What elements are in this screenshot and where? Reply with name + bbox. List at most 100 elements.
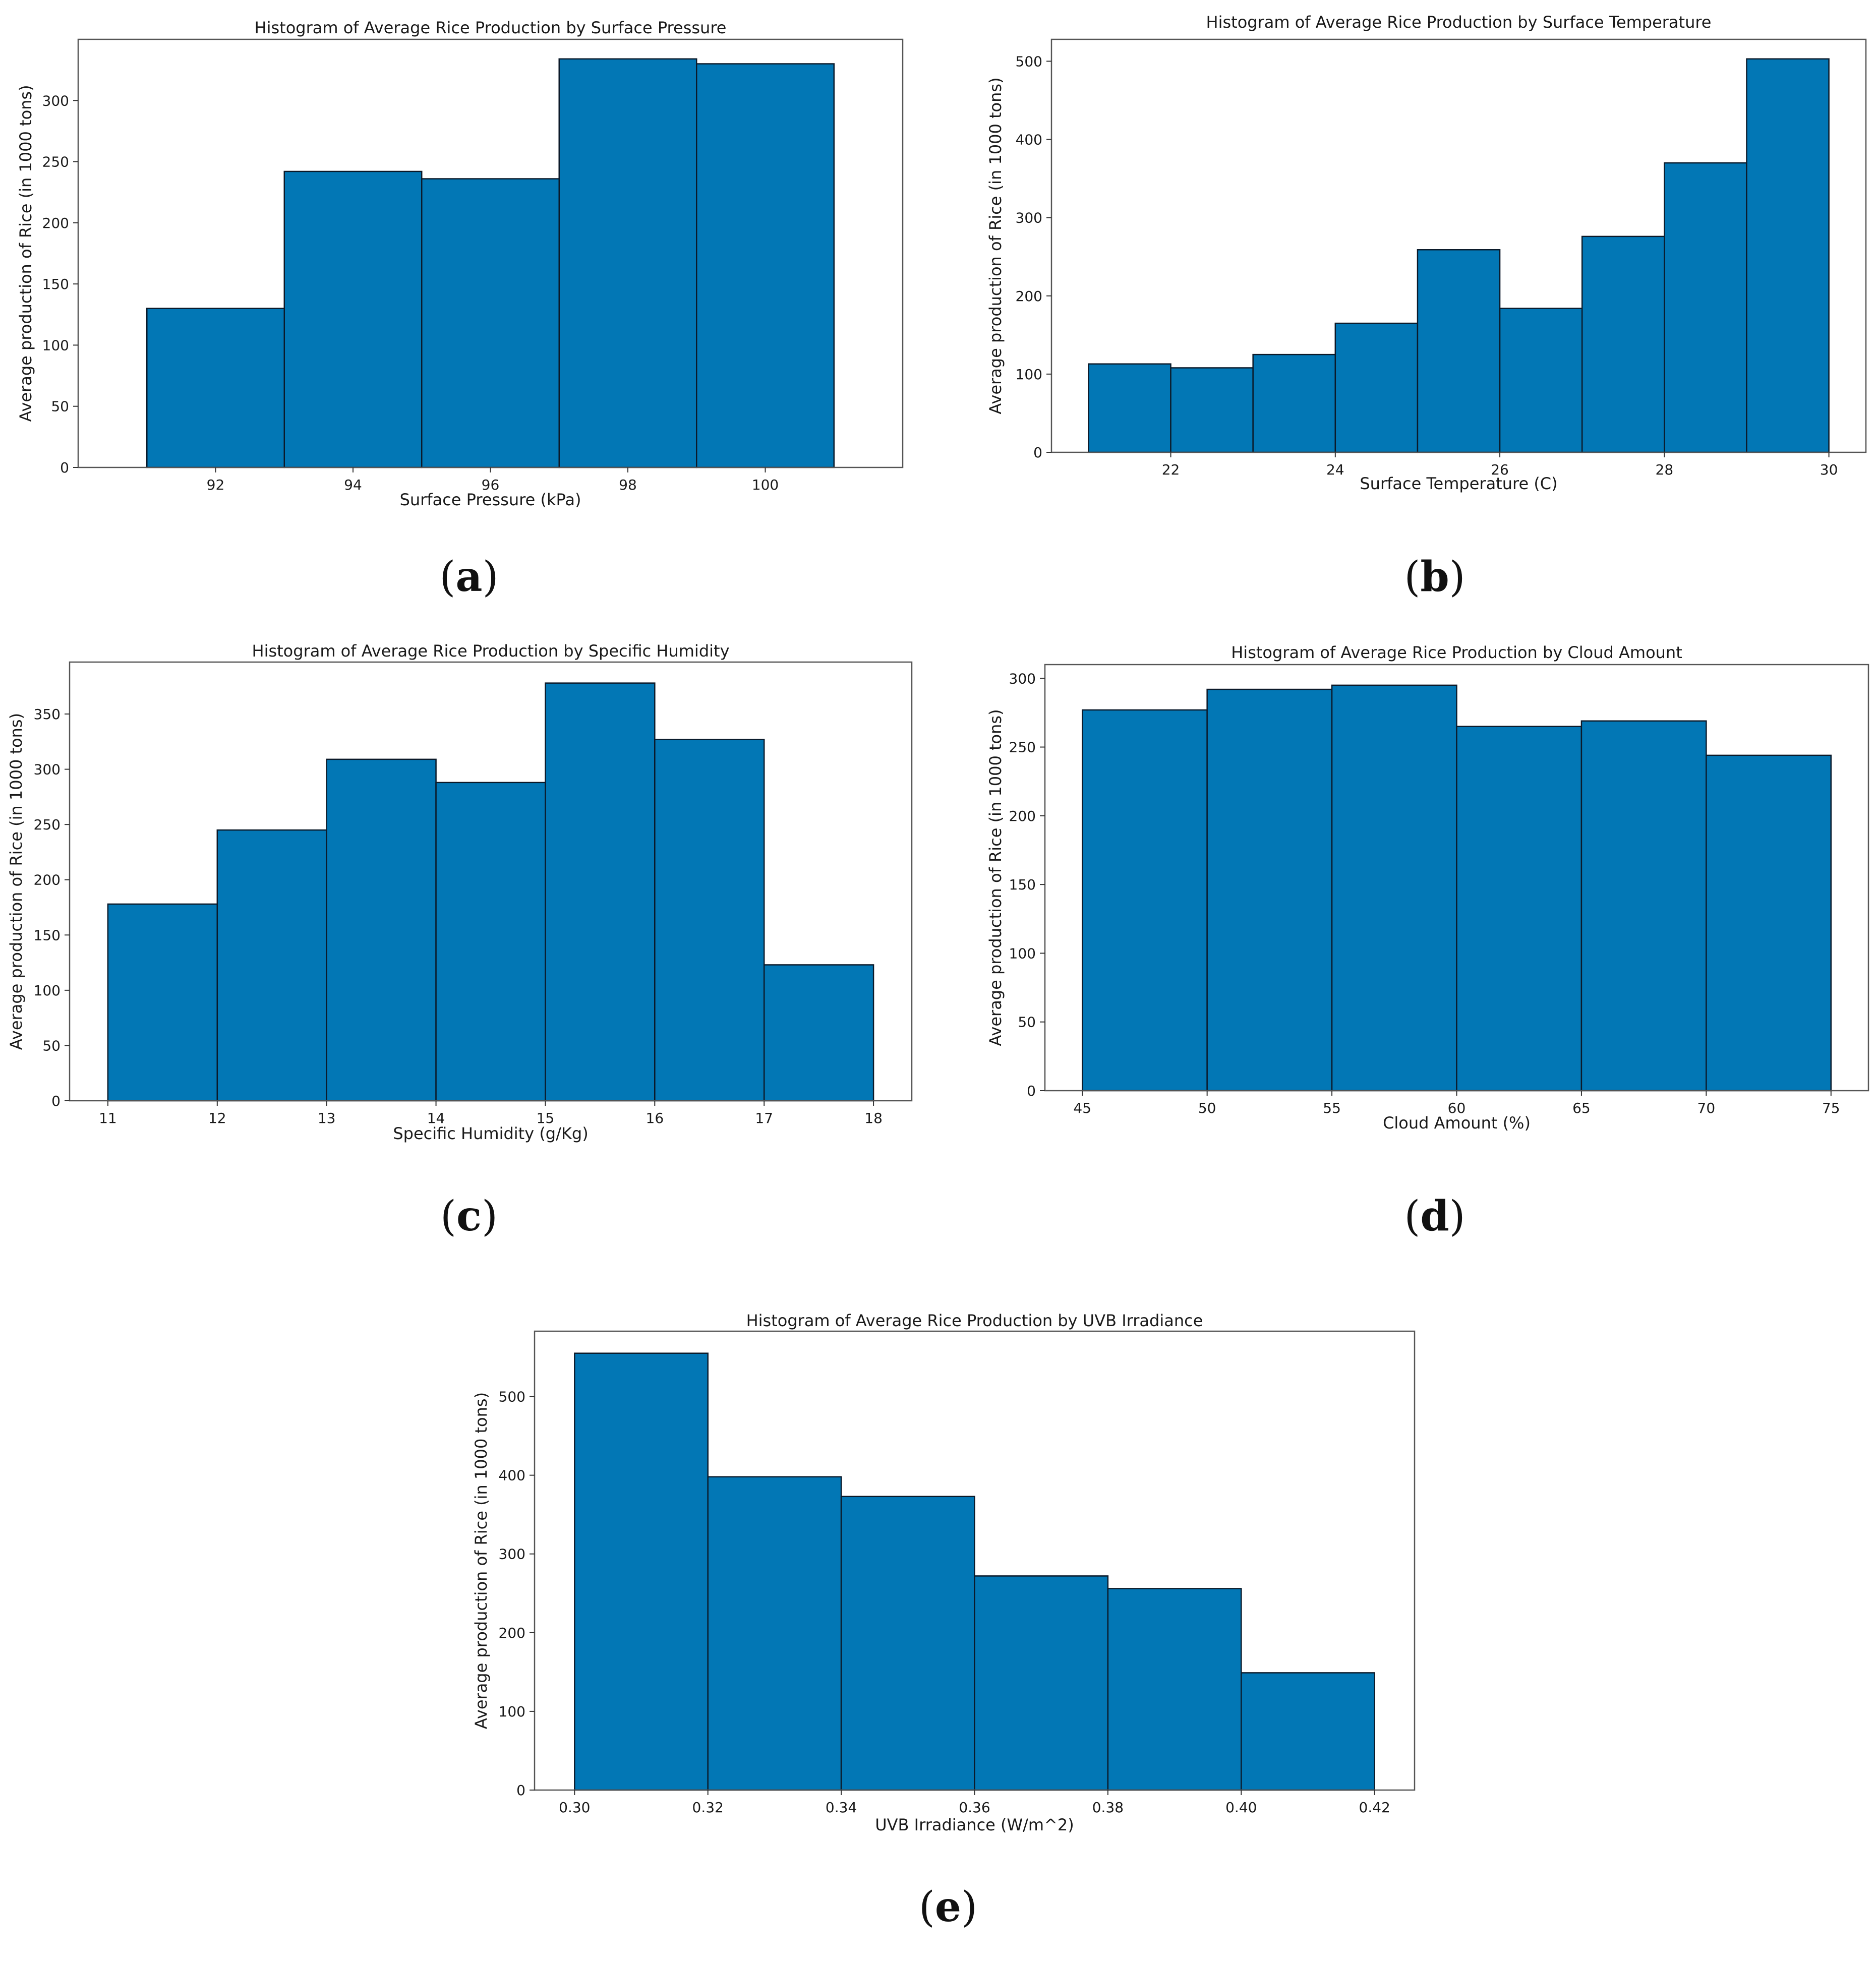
y-tick-label-a-4: 200 [42,215,69,231]
bar-e-0 [574,1352,709,1791]
bar-e-4 [1107,1588,1242,1791]
x-axis-label-b: Surface Temperature (C) [1360,474,1557,493]
x-tick-label-a-3: 98 [619,477,637,493]
x-axis-label-c: Specific Humidity (g/Kg) [393,1124,588,1143]
y-tick-label-b-1: 100 [1016,366,1042,383]
x-tick-label-c-3: 14 [427,1110,445,1126]
y-tick-label-d-3: 150 [1009,876,1036,893]
y-tick-label-d-1: 50 [1018,1014,1036,1031]
x-tick-label-d-3: 60 [1448,1100,1466,1116]
bar-b-0 [1088,363,1171,453]
y-tick-label-a-3: 150 [42,276,69,292]
x-tick-label-e-5: 0.40 [1225,1799,1257,1816]
bar-b-5 [1499,308,1583,453]
y-tick-label-e-4: 400 [499,1467,525,1484]
x-axis-label-d: Cloud Amount (%) [1383,1113,1531,1133]
y-tick-label-b-0: 0 [1033,444,1042,461]
y-axis-label-c: Average production of Rice (in 1000 tons… [7,713,26,1050]
bar-d-5 [1706,754,1832,1092]
y-tick-label-a-1: 50 [51,398,69,415]
bar-a-4 [696,63,835,468]
x-tick-label-d-2: 55 [1323,1100,1341,1116]
y-tick-label-d-2: 100 [1009,945,1036,962]
y-tick-label-e-0: 0 [516,1782,525,1799]
bar-d-1 [1206,688,1333,1092]
x-tick-label-a-0: 92 [207,477,225,493]
bar-b-3 [1334,322,1419,453]
x-tick-label-e-2: 0.34 [826,1799,857,1816]
panel-label-b: (b) [1404,553,1465,601]
y-axis-label-b: Average production of Rice (in 1000 tons… [986,77,1005,414]
chart-title-c: Histogram of Average Rice Production by … [252,641,730,661]
panel-label-e: (e) [919,1883,977,1931]
x-tick-label-e-6: 0.42 [1359,1799,1390,1816]
y-tick-label-c-0: 0 [51,1093,61,1109]
bar-a-2 [421,178,560,468]
bar-d-4 [1580,720,1707,1092]
y-tick-label-d-0: 0 [1027,1083,1036,1099]
x-tick-label-c-0: 11 [99,1110,117,1126]
panel-letter-d: d [1420,1192,1449,1240]
bar-c-0 [107,903,218,1102]
y-tick-label-c-1: 50 [42,1037,61,1054]
y-axis-label-e: Average production of Rice (in 1000 tons… [472,1392,491,1729]
bar-b-7 [1664,162,1747,453]
chart-panel-a: 92 94 96 98 100 0 50 100 150 200 250 300 Histogram o… [16,18,904,601]
x-tick-label-b-0: 22 [1162,461,1180,478]
bar-e-5 [1241,1672,1375,1791]
bar-b-2 [1252,353,1336,453]
bar-c-5 [654,739,765,1102]
x-tick-label-e-3: 0.36 [959,1799,990,1816]
bar-e-1 [707,1476,842,1791]
bar-b-6 [1581,235,1665,453]
chart-title-e: Histogram of Average Rice Production by … [746,1311,1203,1330]
bar-c-6 [763,964,874,1102]
x-tick-label-c-6: 17 [755,1110,773,1126]
y-tick-label-c-6: 300 [34,761,61,778]
chart-title-d: Histogram of Average Rice Production by … [1231,643,1682,662]
y-tick-label-e-2: 200 [499,1625,525,1641]
y-tick-label-d-4: 200 [1009,808,1036,824]
y-tick-label-a-0: 0 [60,459,69,476]
bar-c-4 [545,682,656,1102]
chart-panel-c: 11 12 13 14 15 16 17 18 0 50 100 150 200 250 300 350 His… [7,641,913,1240]
y-tick-label-b-4: 400 [1016,132,1042,148]
bar-b-1 [1170,367,1254,453]
x-tick-label-e-1: 0.32 [692,1799,724,1816]
panel-label-c: (c) [440,1192,498,1240]
y-tick-label-b-5: 500 [1016,53,1042,70]
bar-b-8 [1746,58,1830,453]
y-tick-label-a-6: 300 [42,92,69,109]
chart-panel-d: 45 50 55 60 65 70 75 0 50 100 150 200 250 300 Histogra… [986,643,1869,1240]
bar-e-2 [840,1496,975,1791]
panel-label-a: (a) [439,553,498,601]
chart-panel-e: 0.30 0.32 0.34 0.36 0.38 0.40 0.42 0 100 200 300 40… [472,1311,1416,1931]
x-tick-label-c-7: 18 [864,1110,883,1126]
x-axis-label-a: Surface Pressure (kPa) [400,490,581,509]
x-axis-label-e: UVB Irradiance (W/m^2) [875,1815,1074,1834]
x-tick-label-b-2: 26 [1491,461,1509,478]
panel-letter-c: c [456,1192,482,1240]
y-tick-label-d-6: 300 [1009,670,1036,687]
bar-a-0 [146,308,285,468]
x-tick-label-d-0: 45 [1073,1100,1091,1116]
x-tick-label-e-4: 0.38 [1092,1799,1124,1816]
bar-c-3 [435,782,546,1102]
y-tick-label-e-3: 300 [499,1546,525,1563]
chart-title-a: Histogram of Average Rice Production by … [255,18,727,37]
bar-d-3 [1456,726,1582,1092]
x-tick-label-b-4: 30 [1820,461,1838,478]
bar-c-1 [216,829,327,1102]
y-tick-label-c-4: 200 [34,872,61,888]
panel-label-d: (d) [1404,1192,1465,1240]
y-tick-label-e-1: 100 [499,1703,525,1720]
x-tick-label-c-5: 16 [646,1110,664,1126]
y-tick-label-e-5: 500 [499,1389,525,1405]
x-tick-label-b-1: 24 [1326,461,1344,478]
y-tick-label-b-2: 200 [1016,288,1042,305]
y-tick-label-c-5: 250 [34,816,61,833]
x-tick-label-c-1: 12 [208,1110,226,1126]
y-tick-label-a-5: 250 [42,154,69,170]
